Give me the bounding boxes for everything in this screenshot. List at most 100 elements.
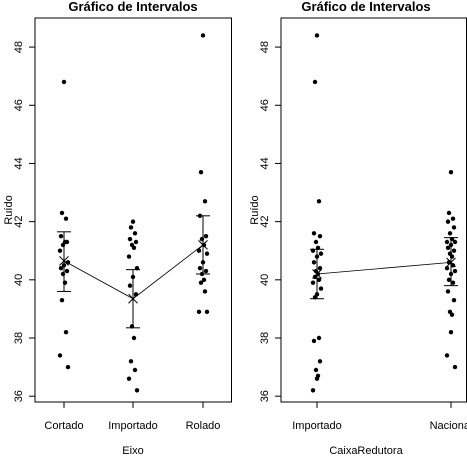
- data-point: [446, 210, 452, 216]
- data-point: [64, 268, 70, 274]
- y-tick-label: 40: [259, 274, 271, 286]
- data-point: [62, 280, 68, 285]
- data-point: [61, 79, 67, 85]
- data-point: [452, 364, 458, 370]
- chart-panel-1: Gráfico de Intervalos 36 38 40 42 44 46 48 Ruído…: [3, 0, 232, 456]
- x-axis-label: Eixo: [122, 445, 143, 456]
- data-point: [197, 265, 203, 271]
- data-point: [128, 225, 134, 230]
- data-point: [452, 239, 458, 245]
- chart-title: Gráfico de Intervalos: [301, 0, 430, 14]
- data-point: [59, 210, 65, 216]
- data-point: [131, 335, 137, 341]
- data-point: [133, 239, 139, 245]
- data-point: [127, 236, 133, 242]
- data-point: [449, 254, 455, 259]
- data-point: [204, 309, 210, 315]
- data-point: [130, 219, 136, 224]
- data-point: [65, 364, 71, 370]
- data-point: [196, 309, 202, 315]
- mean-marker: [446, 257, 456, 268]
- data-point: [448, 169, 454, 175]
- data-point: [203, 268, 209, 274]
- mean-marker-stroke: [59, 256, 69, 266]
- data-point: [196, 248, 202, 253]
- y-tick-label: 48: [259, 41, 271, 53]
- x-category-label: Nacional: [430, 420, 467, 432]
- y-axis-label: Ruído: [3, 195, 15, 224]
- data-point: [311, 231, 317, 236]
- data-point: [444, 265, 450, 271]
- data-point: [450, 280, 456, 285]
- data-point: [318, 286, 324, 291]
- x-axis-label: CaixaRedutora: [329, 445, 403, 456]
- data-point: [449, 312, 455, 317]
- data-point: [311, 338, 317, 344]
- y-tick-label: 40: [13, 274, 25, 286]
- data-point: [450, 216, 456, 221]
- data-point: [126, 376, 132, 381]
- data-point: [313, 239, 319, 245]
- data-point: [202, 289, 208, 294]
- data-point: [444, 239, 450, 245]
- data-point: [201, 277, 207, 283]
- data-point: [202, 199, 208, 204]
- data-point: [313, 367, 319, 373]
- data-point: [204, 251, 210, 256]
- plot-frame: [280, 17, 467, 403]
- data-point: [447, 231, 453, 236]
- mean-line: [316, 261, 452, 275]
- y-tick-label: 44: [259, 157, 271, 169]
- y-tick-label: 48: [13, 41, 25, 53]
- data-point: [134, 388, 140, 393]
- data-point: [318, 251, 324, 256]
- data-point: [312, 79, 318, 85]
- data-point: [316, 277, 322, 283]
- data-point: [445, 289, 451, 294]
- data-point: [57, 353, 63, 358]
- data-point: [316, 199, 322, 204]
- y-tick-label: 38: [13, 332, 25, 344]
- plot-frame: [34, 17, 232, 403]
- mean-marker: [128, 293, 138, 304]
- y-tick-label: 42: [13, 216, 25, 228]
- y-tick-label: 36: [259, 390, 271, 402]
- data-point: [310, 388, 316, 393]
- data-point: [452, 268, 458, 274]
- y-tick-label: 46: [259, 99, 271, 111]
- data-point: [451, 297, 457, 303]
- data-point: [314, 376, 320, 381]
- y-tick-label: 46: [13, 99, 25, 111]
- data-point: [312, 274, 318, 280]
- data-point: [310, 280, 316, 285]
- data-point: [317, 233, 323, 239]
- x-category-label: Importado: [292, 420, 342, 432]
- chart-panel-2: Gráfico de Intervalos 36 38 40 42 44 46 48 Ruído…: [249, 0, 467, 456]
- data-point: [445, 219, 451, 224]
- mean-marker-stroke: [312, 269, 322, 279]
- data-point: [311, 260, 317, 265]
- y-tick-label: 36: [13, 390, 25, 402]
- mean-marker-stroke: [198, 240, 208, 250]
- data-point: [131, 245, 137, 251]
- mean-marker: [312, 269, 322, 279]
- data-point: [132, 231, 138, 236]
- data-point: [57, 248, 63, 253]
- data-point: [317, 359, 323, 364]
- data-point: [59, 297, 65, 303]
- data-point: [126, 254, 132, 259]
- data-point: [450, 263, 456, 268]
- data-point: [127, 283, 133, 288]
- data-point: [132, 367, 138, 373]
- data-point: [62, 239, 68, 245]
- data-point: [448, 329, 454, 335]
- data-point: [314, 33, 320, 38]
- data-point: [203, 233, 209, 239]
- data-point: [451, 248, 457, 253]
- data-point: [63, 216, 69, 221]
- data-point: [445, 245, 451, 251]
- mean-marker: [59, 256, 69, 266]
- y-axis-label: Ruído: [249, 195, 261, 224]
- y-tick-label: 44: [13, 157, 25, 169]
